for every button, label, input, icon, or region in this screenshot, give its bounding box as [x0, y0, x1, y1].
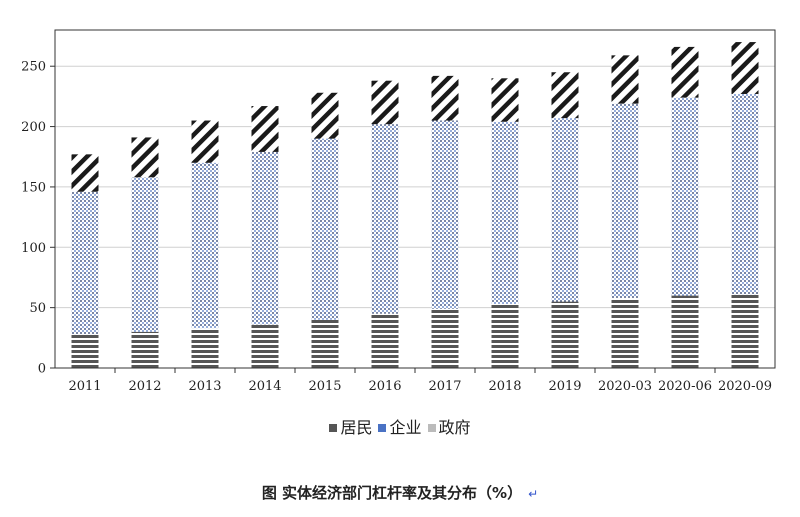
bar-居民-2016: [371, 313, 399, 368]
bar-企业-2020-09: [731, 93, 759, 295]
bar-居民-2020-03: [611, 297, 639, 368]
legend-item: 企业: [378, 414, 422, 438]
bar-居民-2013: [191, 328, 219, 368]
bar-企业-2020-03: [611, 103, 639, 298]
bar-政府-2020-06: [671, 46, 699, 98]
bar-企业-2013: [191, 162, 219, 329]
y-tick-label: 100: [21, 241, 46, 256]
bar-居民-2017: [431, 308, 459, 368]
bar-政府-2015: [311, 92, 339, 139]
bar-企业-2012: [131, 177, 159, 332]
x-tick-label: 2020-03: [598, 379, 652, 394]
chart-title: 图 实体经济部门杠杆率及其分布（%） ↵: [0, 482, 800, 503]
legend-label: 居民: [340, 418, 373, 437]
x-tick-label: 2015: [308, 379, 341, 394]
x-tick-label: 2011: [68, 379, 101, 394]
bar-企业-2019: [551, 118, 579, 302]
chart-title-text: 图 实体经济部门杠杆率及其分布（%）: [261, 484, 523, 502]
bar-政府-2019: [551, 72, 579, 119]
bar-居民-2020-09: [731, 294, 759, 368]
bar-政府-2020-03: [611, 55, 639, 104]
x-tick-label: 2020-06: [658, 379, 712, 394]
x-tick-label: 2019: [548, 379, 581, 394]
legend: 居民 企业 政府: [0, 414, 800, 438]
bar-居民-2014: [251, 324, 279, 368]
legend-swatch: [427, 424, 436, 432]
legend-label: 政府: [438, 418, 471, 437]
bar-企业-2014: [251, 151, 279, 325]
x-tick-label: 2020-09: [718, 379, 772, 394]
bar-居民-2012: [131, 331, 159, 368]
bar-政府-2011: [71, 154, 99, 192]
bar-居民-2015: [311, 319, 339, 368]
bar-企业-2018: [491, 121, 519, 305]
x-tick-label: 2012: [128, 379, 161, 394]
bar-政府-2017: [431, 75, 459, 121]
plot-frame: [54, 29, 776, 369]
bar-政府-2013: [191, 120, 219, 163]
bar-企业-2020-06: [671, 97, 699, 296]
y-tick-label: 150: [21, 180, 46, 195]
bar-企业-2017: [431, 120, 459, 309]
axes: 0 50 100 150 200 250 2011 2012 2013 2014 2015 2016 2…: [21, 29, 776, 394]
bar-政府-2020-09: [731, 42, 759, 94]
bar-居民-2011: [71, 334, 99, 368]
bar-政府-2016: [371, 80, 399, 125]
return-mark-icon: ↵: [528, 487, 539, 501]
x-tick-label: 2017: [428, 379, 461, 394]
x-tick-label: 2016: [368, 379, 401, 394]
bar-政府-2012: [131, 137, 159, 178]
x-tick-label: 2014: [248, 379, 281, 394]
grid-lines: [55, 65, 775, 309]
legend-item: 居民: [329, 414, 372, 438]
legend-swatch: [378, 424, 387, 432]
bar-企业-2011: [71, 191, 99, 335]
bar-居民-2018: [491, 304, 519, 368]
bar-政府-2018: [491, 78, 519, 122]
bar-居民-2019: [551, 301, 579, 368]
y-tick-label: 250: [21, 60, 46, 75]
y-tick-label: 50: [29, 301, 46, 316]
x-tick-label: 2018: [488, 379, 521, 394]
bars: [71, 42, 759, 368]
legend-item: 政府: [427, 414, 471, 438]
y-tick-label: 200: [21, 120, 46, 135]
x-tick-label: 2013: [188, 379, 221, 394]
stacked-bar-chart: 0 50 100 150 200 250 2011 2012 2013 2014 2015 2016 2…: [21, 29, 776, 394]
bar-企业-2016: [371, 124, 399, 314]
legend-swatch: [329, 424, 338, 432]
bar-企业-2015: [311, 138, 339, 320]
y-tick-label: 0: [38, 362, 46, 377]
legend-label: 企业: [389, 418, 422, 437]
bar-居民-2020-06: [671, 295, 699, 368]
bar-政府-2014: [251, 106, 279, 152]
